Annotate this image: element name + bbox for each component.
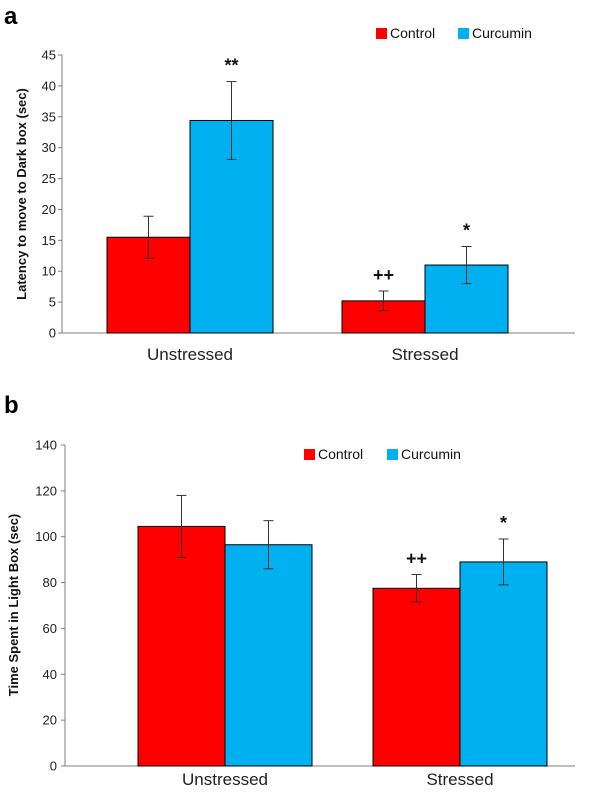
legend-label-control: Control: [318, 446, 363, 462]
significance-marker: *: [463, 221, 470, 241]
y-tick-label: 0: [50, 759, 57, 774]
bar-control-unstressed: [137, 525, 226, 767]
bar-control-stressed: [372, 587, 461, 767]
bar-curcumin-stressed: [459, 561, 548, 767]
significance-marker: ++: [373, 265, 394, 285]
y-tick-label: 20: [43, 713, 57, 728]
legend-swatch-curcumin: [387, 449, 398, 460]
y-tick-label: 25: [42, 171, 56, 186]
y-tick-label: 120: [35, 483, 57, 498]
panel-b-legend: Control Curcumin: [304, 446, 461, 462]
y-tick-label: 35: [42, 109, 56, 124]
panel-b-y-axis-label: Time Spent in Light Box (sec): [6, 514, 21, 697]
y-tick-label: 45: [42, 48, 56, 63]
y-tick-label: 40: [42, 78, 56, 93]
panel-a-axes: 0 5 10 15 20 25 30 35 40 45 Unstressed Stressed: [42, 48, 575, 364]
bar-curcumin-unstressed: [224, 544, 313, 767]
panel-a-bars: ** ++ *: [106, 56, 509, 334]
y-tick-label: 0: [49, 326, 56, 341]
y-tick-label: 20: [42, 202, 56, 217]
y-tick-label: 140: [35, 438, 57, 453]
legend-label-control: Control: [390, 25, 435, 41]
legend-swatch-control: [376, 28, 387, 39]
y-tick-label: 100: [35, 529, 57, 544]
significance-marker: *: [500, 513, 507, 533]
y-tick-label: 60: [43, 621, 57, 636]
panel-a-letter: a: [4, 3, 18, 30]
category-label: Stressed: [391, 345, 458, 364]
panel-a-legend: Control Curcumin: [376, 25, 532, 41]
significance-marker: ++: [406, 549, 427, 569]
panel-b-bars: ++ *: [137, 494, 548, 767]
y-tick-label: 80: [43, 575, 57, 590]
category-label: Stressed: [426, 770, 493, 789]
panel-a: a Latency to move to Dark box (sec) 0 5 10…: [4, 3, 575, 364]
legend-label-curcumin: Curcumin: [401, 446, 461, 462]
y-tick-label: 40: [43, 667, 57, 682]
legend-swatch-control: [304, 449, 315, 460]
y-tick-label: 15: [42, 233, 56, 248]
y-tick-label: 5: [49, 295, 56, 310]
significance-marker: **: [224, 56, 238, 76]
category-label: Unstressed: [182, 770, 268, 789]
panel-b-letter: b: [4, 392, 19, 419]
y-tick-label: 30: [42, 140, 56, 155]
y-tick-label: 10: [42, 264, 56, 279]
panel-b: b Time Spent in Light Box (sec) 0 20 40 60 8…: [4, 392, 575, 789]
category-label: Unstressed: [147, 345, 233, 364]
legend-label-curcumin: Curcumin: [472, 25, 532, 41]
legend-swatch-curcumin: [458, 28, 469, 39]
panel-b-axes: 0 20 40 60 80 100 120 140 Unstressed Stressed: [35, 438, 575, 789]
panel-a-y-axis-label: Latency to move to Dark box (sec): [14, 88, 29, 300]
